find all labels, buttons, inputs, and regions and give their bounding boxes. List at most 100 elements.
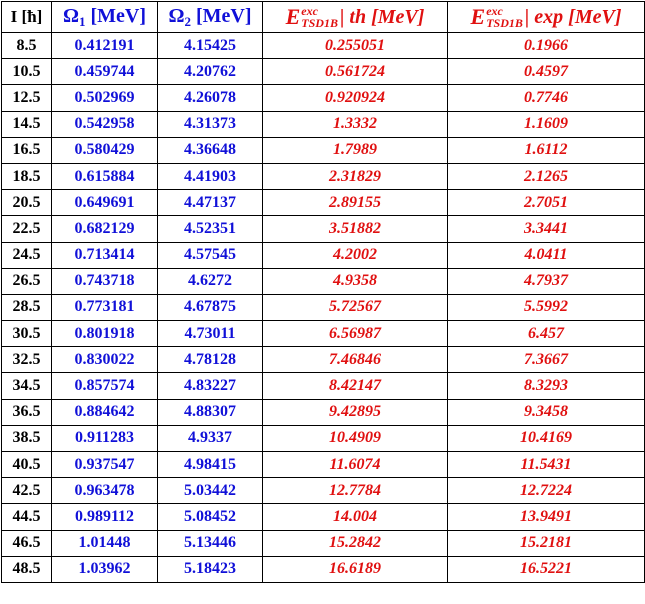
cell-energy-theory: 15.2842 xyxy=(262,529,448,557)
cell-energy-experiment: 4.0411 xyxy=(447,241,645,269)
cell-energy-theory: 4.9358 xyxy=(262,267,448,295)
cell-spin: 8.5 xyxy=(1,31,52,60)
cell-omega1: 0.963478 xyxy=(51,477,158,505)
cell-energy-theory: 7.46846 xyxy=(262,346,448,374)
cell-omega1: 0.542958 xyxy=(51,110,158,138)
cell-energy-theory: 12.7784 xyxy=(262,477,448,505)
table-row: 46.5 1.01448 5.13446 15.2842 15.2181 xyxy=(1,529,645,557)
cell-energy-experiment: 9.3458 xyxy=(447,398,645,426)
cell-energy-experiment: 1.6112 xyxy=(447,136,645,164)
energy-th-superscript: exc xyxy=(301,4,318,18)
energy-th-subscript: TSD1B xyxy=(301,16,338,30)
cell-spin: 48.5 xyxy=(1,555,52,583)
cell-energy-theory: 9.42895 xyxy=(262,398,448,426)
header-row: I [ħ] Ω1 [MeV] Ω2 [MeV] E exc TSD1B xyxy=(1,1,645,33)
omega2-subscript: 2 xyxy=(184,13,191,29)
cell-omega2: 5.03442 xyxy=(157,477,263,505)
cell-spin: 26.5 xyxy=(1,267,52,295)
cell-omega1: 1.01448 xyxy=(51,529,158,557)
cell-omega1: 0.911283 xyxy=(51,424,158,453)
cell-omega1: 0.412191 xyxy=(51,31,158,60)
cell-omega2: 4.83227 xyxy=(157,372,263,400)
table-row: 16.5 0.580429 4.36648 1.7989 1.6112 xyxy=(1,136,645,164)
cell-energy-theory: 16.6189 xyxy=(262,555,448,583)
cell-energy-theory: 8.42147 xyxy=(262,372,448,400)
omega1-symbol: Ω xyxy=(62,4,79,27)
cell-spin: 10.5 xyxy=(1,58,52,86)
cell-energy-experiment: 2.7051 xyxy=(447,189,645,217)
table-row: 14.5 0.542958 4.31373 1.3332 1.1609 xyxy=(1,110,645,138)
cell-omega1: 0.857574 xyxy=(51,372,158,400)
header-omega2: Ω2 [MeV] xyxy=(157,1,263,33)
cell-omega2: 4.52351 xyxy=(157,215,263,243)
table-row: 42.5 0.963478 5.03442 12.7784 12.7224 xyxy=(1,477,645,505)
cell-energy-experiment: 12.7224 xyxy=(447,477,645,505)
cell-omega1: 0.989112 xyxy=(51,503,158,531)
table-row: 34.5 0.857574 4.83227 8.42147 8.3293 xyxy=(1,372,645,400)
table-row: 26.5 0.743718 4.6272 4.9358 4.7937 xyxy=(1,267,645,295)
cell-energy-experiment: 1.1609 xyxy=(447,110,645,138)
cell-energy-experiment: 15.2181 xyxy=(447,529,645,557)
cell-omega2: 4.67875 xyxy=(157,293,263,322)
cell-omega2: 4.47137 xyxy=(157,189,263,217)
cell-omega2: 5.18423 xyxy=(157,555,263,583)
cell-energy-theory: 11.6074 xyxy=(262,450,448,479)
cell-energy-experiment: 4.7937 xyxy=(447,267,645,295)
cell-energy-experiment: 2.1265 xyxy=(447,162,645,191)
cell-omega2: 5.13446 xyxy=(157,529,263,557)
cell-energy-theory: 14.004 xyxy=(262,503,448,531)
cell-spin: 22.5 xyxy=(1,215,52,243)
table-row: 18.5 0.615884 4.41903 2.31829 2.1265 xyxy=(1,162,645,191)
table-row: 32.5 0.830022 4.78128 7.46846 7.3667 xyxy=(1,346,645,374)
omega1-subscript: 1 xyxy=(78,13,86,29)
cell-spin: 40.5 xyxy=(1,450,52,479)
table-row: 40.5 0.937547 4.98415 11.6074 11.5431 xyxy=(1,450,645,479)
table-row: 24.5 0.713414 4.57545 4.2002 4.0411 xyxy=(1,241,645,269)
energy-th-rest: | th [MeV] xyxy=(339,5,425,28)
cell-omega1: 0.773181 xyxy=(51,293,158,322)
cell-energy-theory: 1.3332 xyxy=(262,110,448,138)
cell-energy-theory: 1.7989 xyxy=(262,136,448,164)
cell-energy-theory: 2.89155 xyxy=(262,189,448,217)
cell-spin: 14.5 xyxy=(1,110,52,138)
cell-energy-experiment: 13.9491 xyxy=(447,503,645,531)
cell-energy-experiment: 0.4597 xyxy=(447,58,645,86)
cell-energy-experiment: 6.457 xyxy=(447,320,645,348)
cell-omega1: 0.937547 xyxy=(51,450,158,479)
energy-exp-symbol: E xyxy=(470,4,486,29)
cell-spin: 46.5 xyxy=(1,529,52,557)
cell-omega1: 0.682129 xyxy=(51,215,158,243)
omega1-unit: [MeV] xyxy=(90,4,147,27)
table-row: 10.5 0.459744 4.20762 0.561724 0.4597 xyxy=(1,58,645,86)
header-spin: I [ħ] xyxy=(1,1,52,33)
cell-omega2: 4.31373 xyxy=(157,110,263,138)
table-row: 12.5 0.502969 4.26078 0.920924 0.7746 xyxy=(1,84,645,112)
cell-spin: 20.5 xyxy=(1,189,52,217)
cell-energy-theory: 0.920924 xyxy=(262,84,448,112)
header-omega1: Ω1 [MeV] xyxy=(51,1,158,33)
cell-energy-theory: 2.31829 xyxy=(262,162,448,191)
cell-energy-theory: 3.51882 xyxy=(262,215,448,243)
table-row: 28.5 0.773181 4.67875 5.72567 5.5992 xyxy=(1,293,645,322)
table-row: 36.5 0.884642 4.88307 9.42895 9.3458 xyxy=(1,398,645,426)
cell-omega2: 4.78128 xyxy=(157,346,263,374)
table-row: 20.5 0.649691 4.47137 2.89155 2.7051 xyxy=(1,189,645,217)
cell-omega1: 0.830022 xyxy=(51,346,158,374)
cell-energy-experiment: 16.5221 xyxy=(447,555,645,583)
cell-energy-experiment: 8.3293 xyxy=(447,372,645,400)
table-row: 8.5 0.412191 4.15425 0.255051 0.1966 xyxy=(1,31,645,60)
cell-omega1: 0.713414 xyxy=(51,241,158,269)
cell-omega1: 0.649691 xyxy=(51,189,158,217)
cell-omega1: 0.801918 xyxy=(51,320,158,348)
header-energy-experiment: E exc TSD1B | exp [MeV] xyxy=(447,1,645,33)
cell-omega2: 4.26078 xyxy=(157,84,263,112)
table-row: 30.5 0.801918 4.73011 6.56987 6.457 xyxy=(1,320,645,348)
cell-omega1: 1.03962 xyxy=(51,555,158,583)
cell-energy-theory: 6.56987 xyxy=(262,320,448,348)
cell-omega2: 4.98415 xyxy=(157,450,263,479)
cell-spin: 32.5 xyxy=(1,346,52,374)
cell-spin: 42.5 xyxy=(1,477,52,505)
cell-energy-experiment: 3.3441 xyxy=(447,215,645,243)
header-spin-label: I [ħ] xyxy=(10,7,43,26)
energy-exp-superscript: exc xyxy=(486,4,503,18)
